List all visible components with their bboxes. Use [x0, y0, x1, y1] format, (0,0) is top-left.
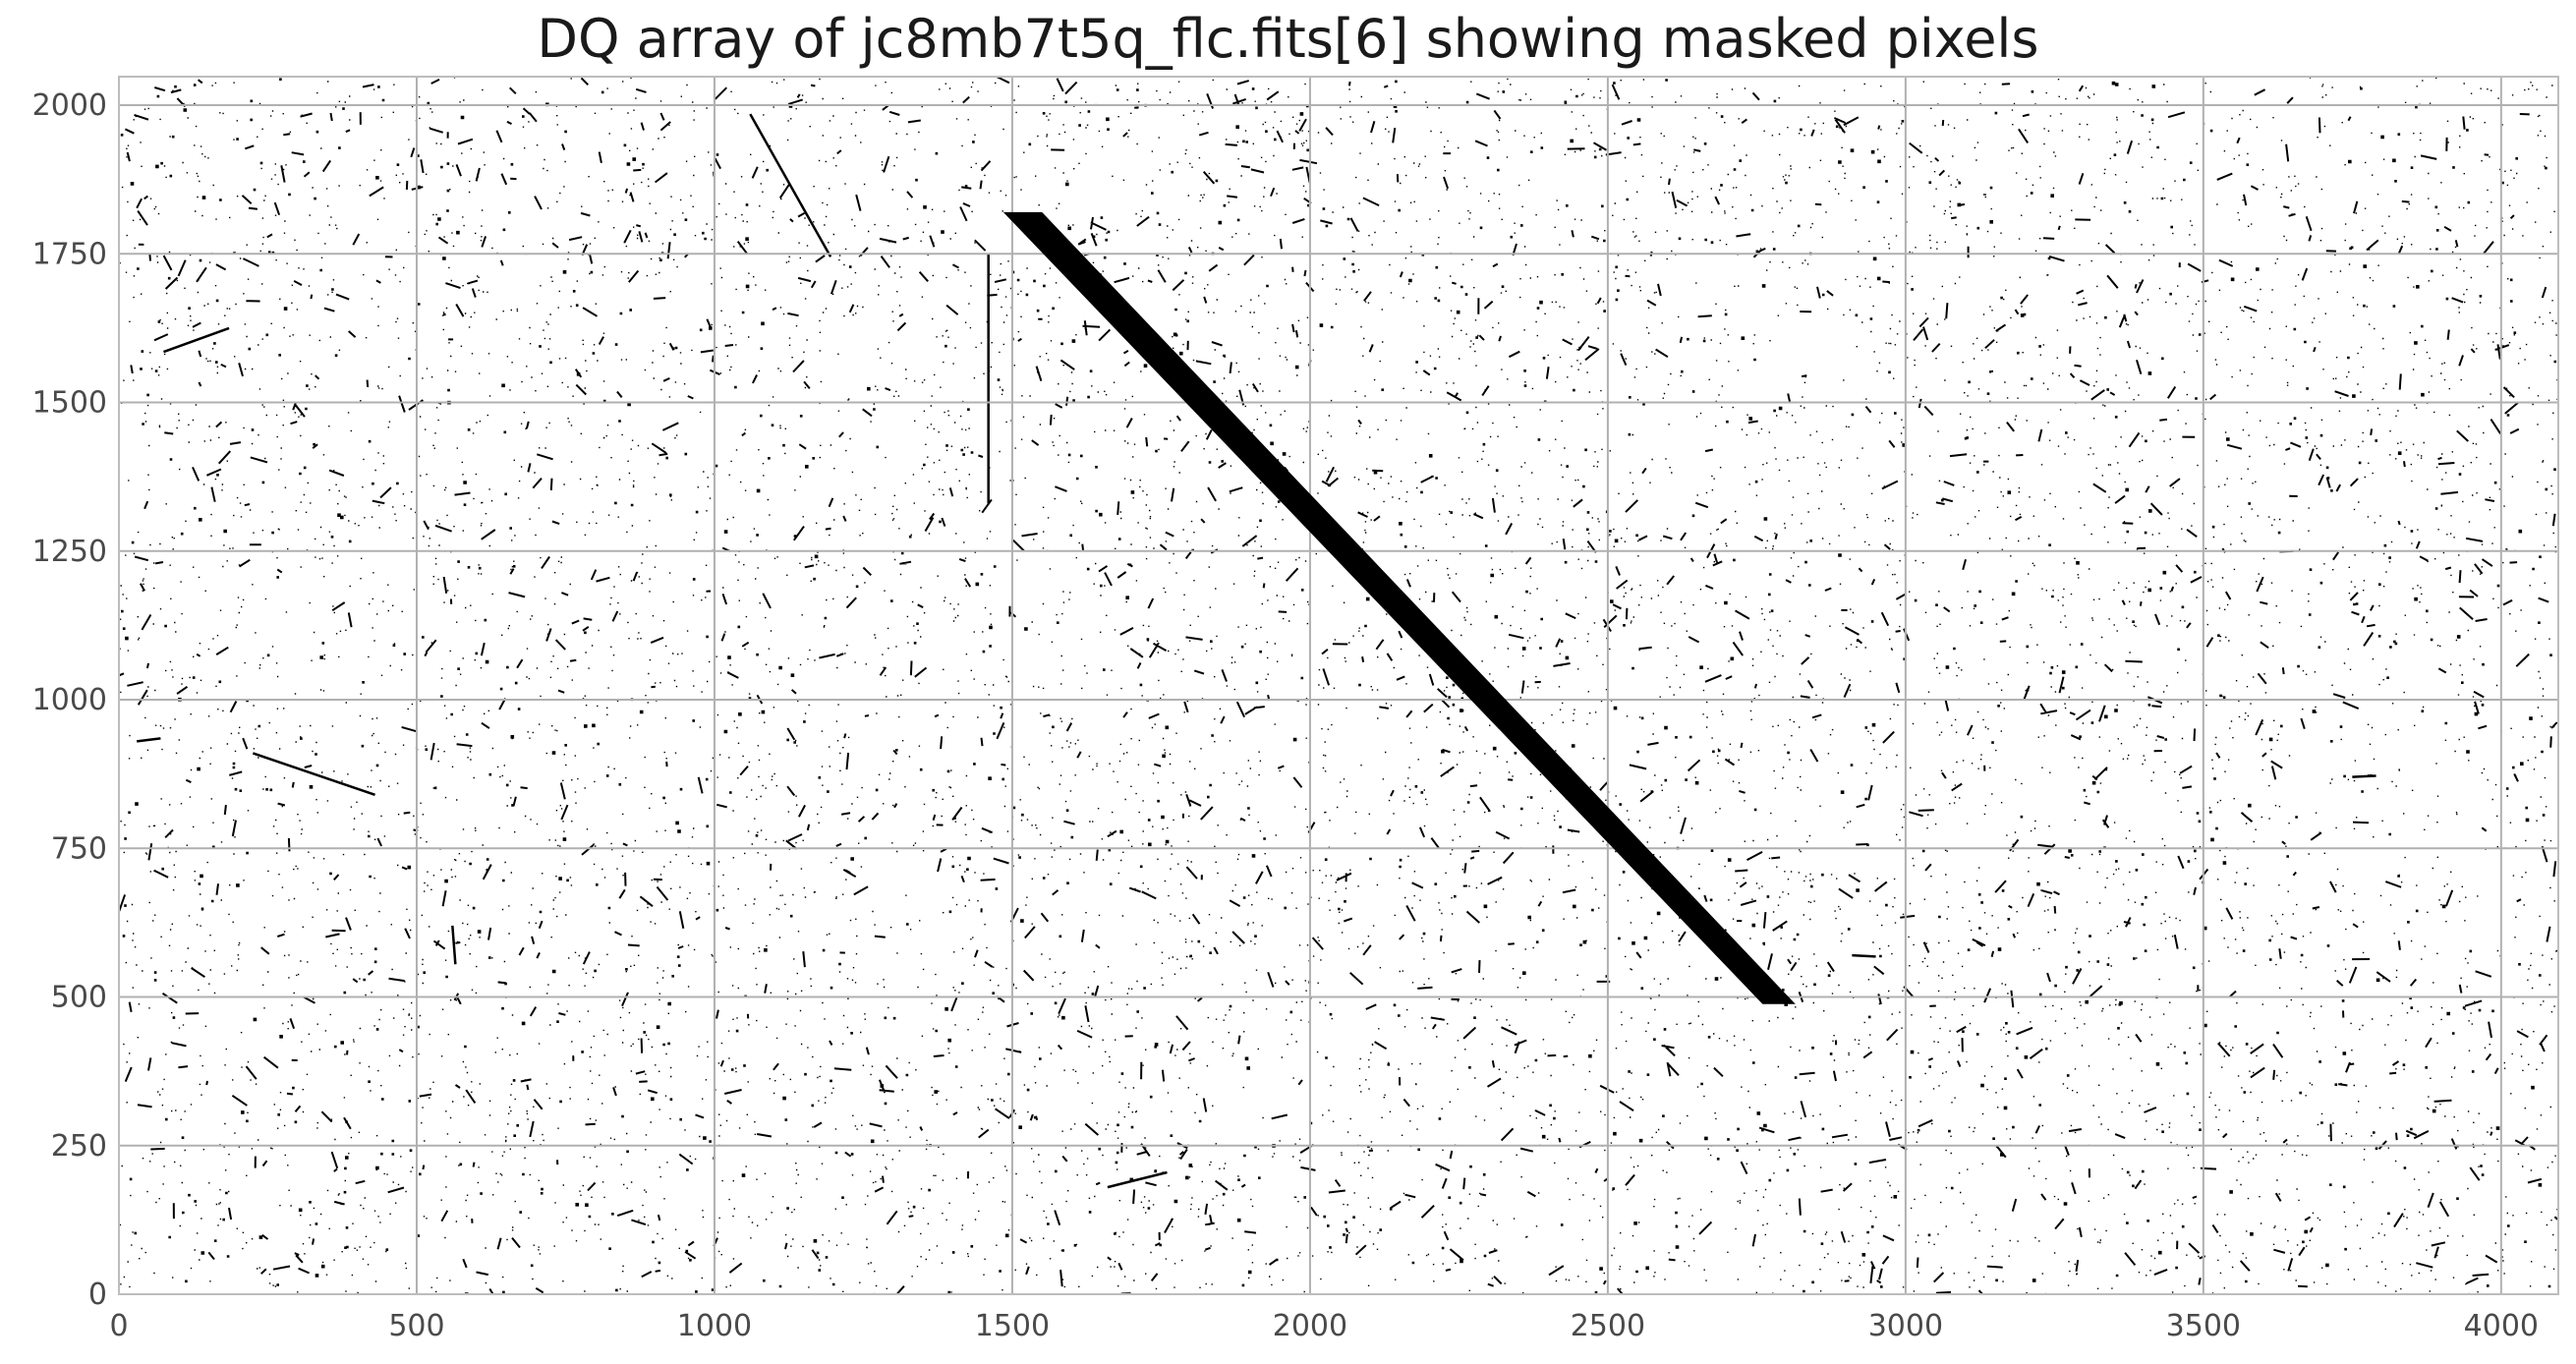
- satellite-trail-layer: [1002, 211, 1796, 1004]
- satellite-trail-band: [1002, 211, 1796, 1004]
- x-tick-label: 1500: [975, 1309, 1050, 1343]
- y-axis-ticks: 0 250 500 750 1000 1250 1500 1750 2000: [32, 88, 107, 1312]
- x-tick-label: 3500: [2166, 1309, 2241, 1343]
- plot-frame: [118, 76, 2559, 1295]
- masked-track-3: [252, 752, 375, 796]
- x-tick-label: 1000: [677, 1309, 752, 1343]
- masked-track-2: [163, 326, 230, 354]
- y-tick-label: 500: [51, 981, 107, 1015]
- masked-track-6: [137, 737, 161, 743]
- y-tick-label: 1750: [32, 237, 107, 271]
- masked-pixels-layer: [119, 77, 2558, 1294]
- y-tick-label: 2000: [32, 88, 107, 123]
- y-tick-label: 250: [51, 1129, 107, 1164]
- masked-track-8: [2352, 774, 2376, 778]
- x-tick-label: 4000: [2464, 1309, 2539, 1343]
- x-tick-label: 2500: [1571, 1309, 1645, 1343]
- chart-title: DQ array of jc8mb7t5q_flc.fits[6] showin…: [537, 8, 2039, 70]
- x-tick-label: 500: [388, 1309, 444, 1343]
- plot-area: [119, 77, 2558, 1294]
- x-tick-label: 2000: [1273, 1309, 1347, 1343]
- masked-tracks-layer: [137, 113, 2376, 1189]
- masked-track-5: [1107, 1170, 1168, 1189]
- x-axis-ticks: 0 500 1000 1500 2000 2500 3000 3500 4000: [109, 1309, 2539, 1343]
- masked-track-4: [451, 925, 457, 965]
- x-tick-label: 0: [109, 1309, 128, 1343]
- y-tick-label: 0: [88, 1278, 107, 1312]
- masked-track-7: [1852, 953, 1876, 958]
- cosmic-ray-streaks: [119, 77, 2558, 1294]
- y-tick-label: 1250: [32, 535, 107, 569]
- y-tick-label: 1500: [32, 386, 107, 421]
- x-tick-label: 3000: [1868, 1309, 1943, 1343]
- masked-track-0: [749, 113, 832, 257]
- y-tick-label: 1000: [32, 683, 107, 717]
- y-tick-label: 750: [51, 831, 107, 866]
